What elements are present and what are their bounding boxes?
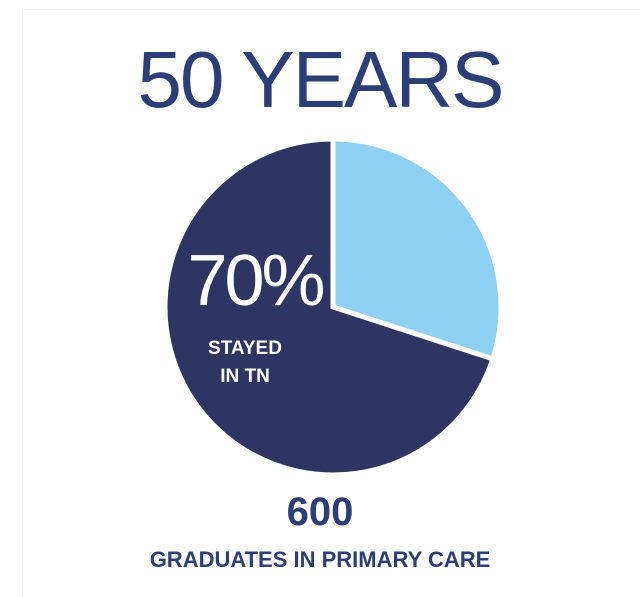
frame-line-top xyxy=(22,9,640,10)
frame-line-left xyxy=(22,9,23,597)
graduates-count: 600 xyxy=(286,490,354,534)
slice-label-line-1: STAYED xyxy=(208,338,282,359)
percent-label: 70% xyxy=(187,241,325,321)
graduates-caption: GRADUATES IN PRIMARY CARE xyxy=(149,547,491,572)
slice-label-line-2: IN TN xyxy=(220,366,270,387)
chart-title: 50 YEARS xyxy=(137,35,505,124)
pie-slice-other xyxy=(330,136,504,363)
pie-slice-stayed-in-tn xyxy=(162,136,496,478)
